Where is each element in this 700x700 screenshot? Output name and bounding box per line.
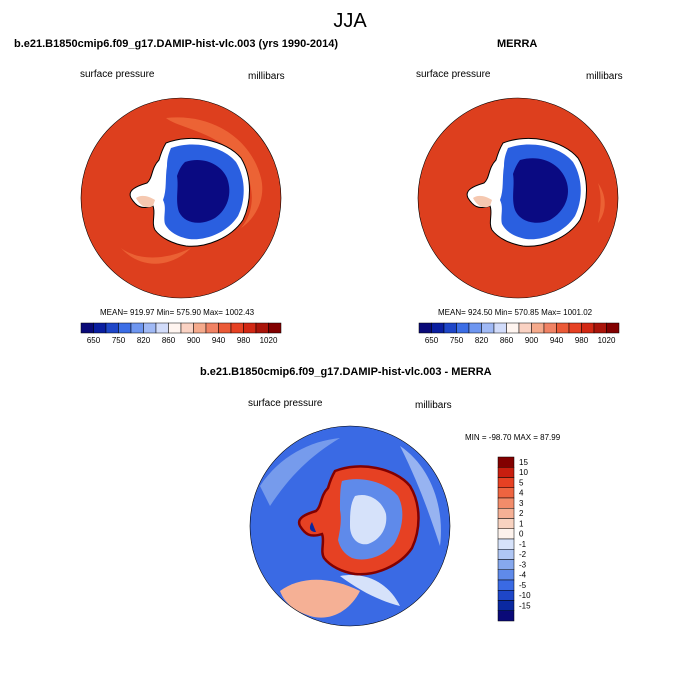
panel1-units: millibars <box>248 71 285 82</box>
colorbar-swatch <box>581 322 595 334</box>
colorbar-tick-label: -5 <box>519 581 527 590</box>
colorbar-swatch <box>497 610 515 622</box>
colorbar-swatch <box>268 322 282 334</box>
colorbar-swatch <box>180 322 194 334</box>
colorbar-swatch <box>80 322 94 334</box>
colorbar-swatch <box>497 528 515 540</box>
colorbar-tick-label: 940 <box>212 336 226 345</box>
colorbar-tick-label: 820 <box>137 336 151 345</box>
panel1-field-label: surface pressure <box>80 69 155 80</box>
colorbar-swatch <box>168 322 182 334</box>
colorbar-tick-label: -10 <box>519 591 531 600</box>
colorbar-tick-label: 980 <box>237 336 251 345</box>
panel3-title: b.e21.B1850cmip6.f09_g17.DAMIP-hist-vlc.… <box>200 366 492 378</box>
colorbar-tick-label: 1 <box>519 519 524 528</box>
panel2-field-label: surface pressure <box>416 69 491 80</box>
panel1-colorbar: 650 750 820 860 900 940 980 1020 <box>80 322 282 345</box>
panel2-stats: MEAN= 924.50 Min= 570.85 Max= 1001.02 <box>438 308 593 317</box>
colorbar-swatch <box>497 508 515 519</box>
panel1-stats: MEAN= 919.97 Min= 575.90 Max= 1002.43 <box>100 308 255 317</box>
colorbar-swatch <box>543 322 557 334</box>
colorbar-tick-label: 1020 <box>260 336 278 345</box>
colorbar-swatch <box>497 456 515 468</box>
colorbar-tick-label: 750 <box>450 336 464 345</box>
colorbar-tick-label: 820 <box>475 336 489 345</box>
colorbar-swatch <box>531 322 545 334</box>
colorbar-tick-label: -3 <box>519 560 527 569</box>
panel2-units: millibars <box>586 71 623 82</box>
colorbar-tick-label: 750 <box>112 336 126 345</box>
colorbar-swatch <box>443 322 457 334</box>
colorbar-swatch <box>497 477 515 488</box>
colorbar-swatch <box>497 600 515 611</box>
colorbar-swatch <box>606 322 620 334</box>
colorbar-swatch <box>481 322 495 334</box>
colorbar-swatch <box>497 467 515 478</box>
colorbar-swatch <box>255 322 269 334</box>
colorbar-tick-label: -4 <box>519 571 527 580</box>
colorbar-swatch <box>230 322 244 334</box>
colorbar-tick-label: 650 <box>87 336 101 345</box>
colorbar-swatch <box>118 322 132 334</box>
colorbar-swatch <box>556 322 570 334</box>
colorbar-tick-label: 3 <box>519 499 524 508</box>
colorbar-tick-label: -15 <box>519 601 531 610</box>
colorbar-tick-label: -2 <box>519 550 527 559</box>
colorbar-tick-label: 650 <box>425 336 439 345</box>
colorbar-swatch <box>497 487 515 499</box>
colorbar-tick-label: 2 <box>519 509 524 518</box>
colorbar-swatch <box>568 322 582 334</box>
colorbar-swatch <box>218 322 232 334</box>
colorbar-tick-label: 940 <box>550 336 564 345</box>
panel1-title: b.e21.B1850cmip6.f09_g17.DAMIP-hist-vlc.… <box>14 38 339 50</box>
colorbar-tick-label: -1 <box>519 540 527 549</box>
colorbar-swatch <box>497 518 515 529</box>
colorbar-swatch <box>497 497 515 509</box>
panel2-title: MERRA <box>497 38 538 50</box>
colorbar-swatch <box>468 322 482 334</box>
panel3-field-label: surface pressure <box>248 398 323 409</box>
colorbar-swatch <box>418 322 432 334</box>
colorbar-tick-label: 1020 <box>598 336 616 345</box>
colorbar-tick-label: 900 <box>187 336 201 345</box>
colorbar-tick-label: 10 <box>519 468 528 477</box>
colorbar-swatch <box>506 322 520 334</box>
colorbar-tick-label: 900 <box>525 336 539 345</box>
colorbar-swatch <box>193 322 207 334</box>
colorbar-swatch <box>497 538 515 550</box>
colorbar-swatch <box>497 569 515 581</box>
panel2-map <box>417 97 619 299</box>
colorbar-tick-label: 0 <box>519 530 524 539</box>
colorbar-tick-label: 980 <box>575 336 589 345</box>
panel3-stats: MIN = -98.70 MAX = 87.99 <box>465 433 561 442</box>
colorbar-swatch <box>497 549 515 560</box>
colorbar-swatch <box>105 322 119 334</box>
colorbar-tick-label: 5 <box>519 478 524 487</box>
colorbar-swatch <box>130 322 144 334</box>
colorbar-swatch <box>493 322 507 334</box>
colorbar-swatch <box>205 322 219 334</box>
panel2-colorbar: 650 750 820 860 900 940 980 1020 <box>418 322 620 345</box>
colorbar-swatch <box>593 322 607 334</box>
colorbar-swatch <box>93 322 107 334</box>
colorbar-swatch <box>497 559 515 570</box>
colorbar-tick-label: 15 <box>519 458 528 467</box>
colorbar-swatch <box>497 590 515 601</box>
panel1-map <box>80 97 282 299</box>
panel3-units: millibars <box>415 400 452 411</box>
colorbar-tick-label: 860 <box>500 336 514 345</box>
colorbar-swatch <box>431 322 445 334</box>
colorbar-swatch <box>497 579 515 591</box>
colorbar-tick-label: 4 <box>519 489 524 498</box>
colorbar-tick-label: 860 <box>162 336 176 345</box>
main-title: JJA <box>333 10 367 32</box>
colorbar-swatch <box>456 322 470 334</box>
colorbar-swatch <box>243 322 257 334</box>
colorbar-swatch <box>143 322 157 334</box>
colorbar-swatch <box>155 322 169 334</box>
panel3-map <box>249 425 451 627</box>
colorbar-swatch <box>518 322 532 334</box>
